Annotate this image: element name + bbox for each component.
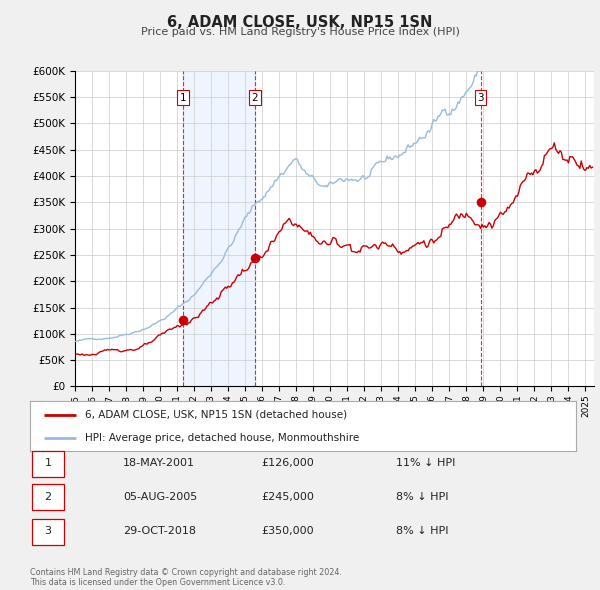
Text: 1: 1 <box>180 93 187 103</box>
Text: 6, ADAM CLOSE, USK, NP15 1SN (detached house): 6, ADAM CLOSE, USK, NP15 1SN (detached h… <box>85 409 347 419</box>
Text: £245,000: £245,000 <box>261 492 314 502</box>
Text: 05-AUG-2005: 05-AUG-2005 <box>123 492 197 502</box>
Text: 2: 2 <box>252 93 259 103</box>
Point <box>179 316 188 325</box>
Text: Price paid vs. HM Land Registry's House Price Index (HPI): Price paid vs. HM Land Registry's House … <box>140 27 460 37</box>
Text: Contains HM Land Registry data © Crown copyright and database right 2024.
This d: Contains HM Land Registry data © Crown c… <box>30 568 342 587</box>
Point <box>250 253 260 263</box>
Text: 18-MAY-2001: 18-MAY-2001 <box>123 458 195 468</box>
Text: 11% ↓ HPI: 11% ↓ HPI <box>396 458 455 468</box>
Text: 6, ADAM CLOSE, USK, NP15 1SN: 6, ADAM CLOSE, USK, NP15 1SN <box>167 15 433 30</box>
Point <box>476 198 485 207</box>
Text: 1: 1 <box>44 458 52 468</box>
Text: 8% ↓ HPI: 8% ↓ HPI <box>396 526 449 536</box>
Text: 2: 2 <box>44 492 52 502</box>
Text: £350,000: £350,000 <box>261 526 314 536</box>
Text: 8% ↓ HPI: 8% ↓ HPI <box>396 492 449 502</box>
Text: 3: 3 <box>44 526 52 536</box>
Text: £126,000: £126,000 <box>261 458 314 468</box>
Text: HPI: Average price, detached house, Monmouthshire: HPI: Average price, detached house, Monm… <box>85 433 359 443</box>
Text: 3: 3 <box>477 93 484 103</box>
Text: 29-OCT-2018: 29-OCT-2018 <box>123 526 196 536</box>
Bar <box>184 71 255 386</box>
